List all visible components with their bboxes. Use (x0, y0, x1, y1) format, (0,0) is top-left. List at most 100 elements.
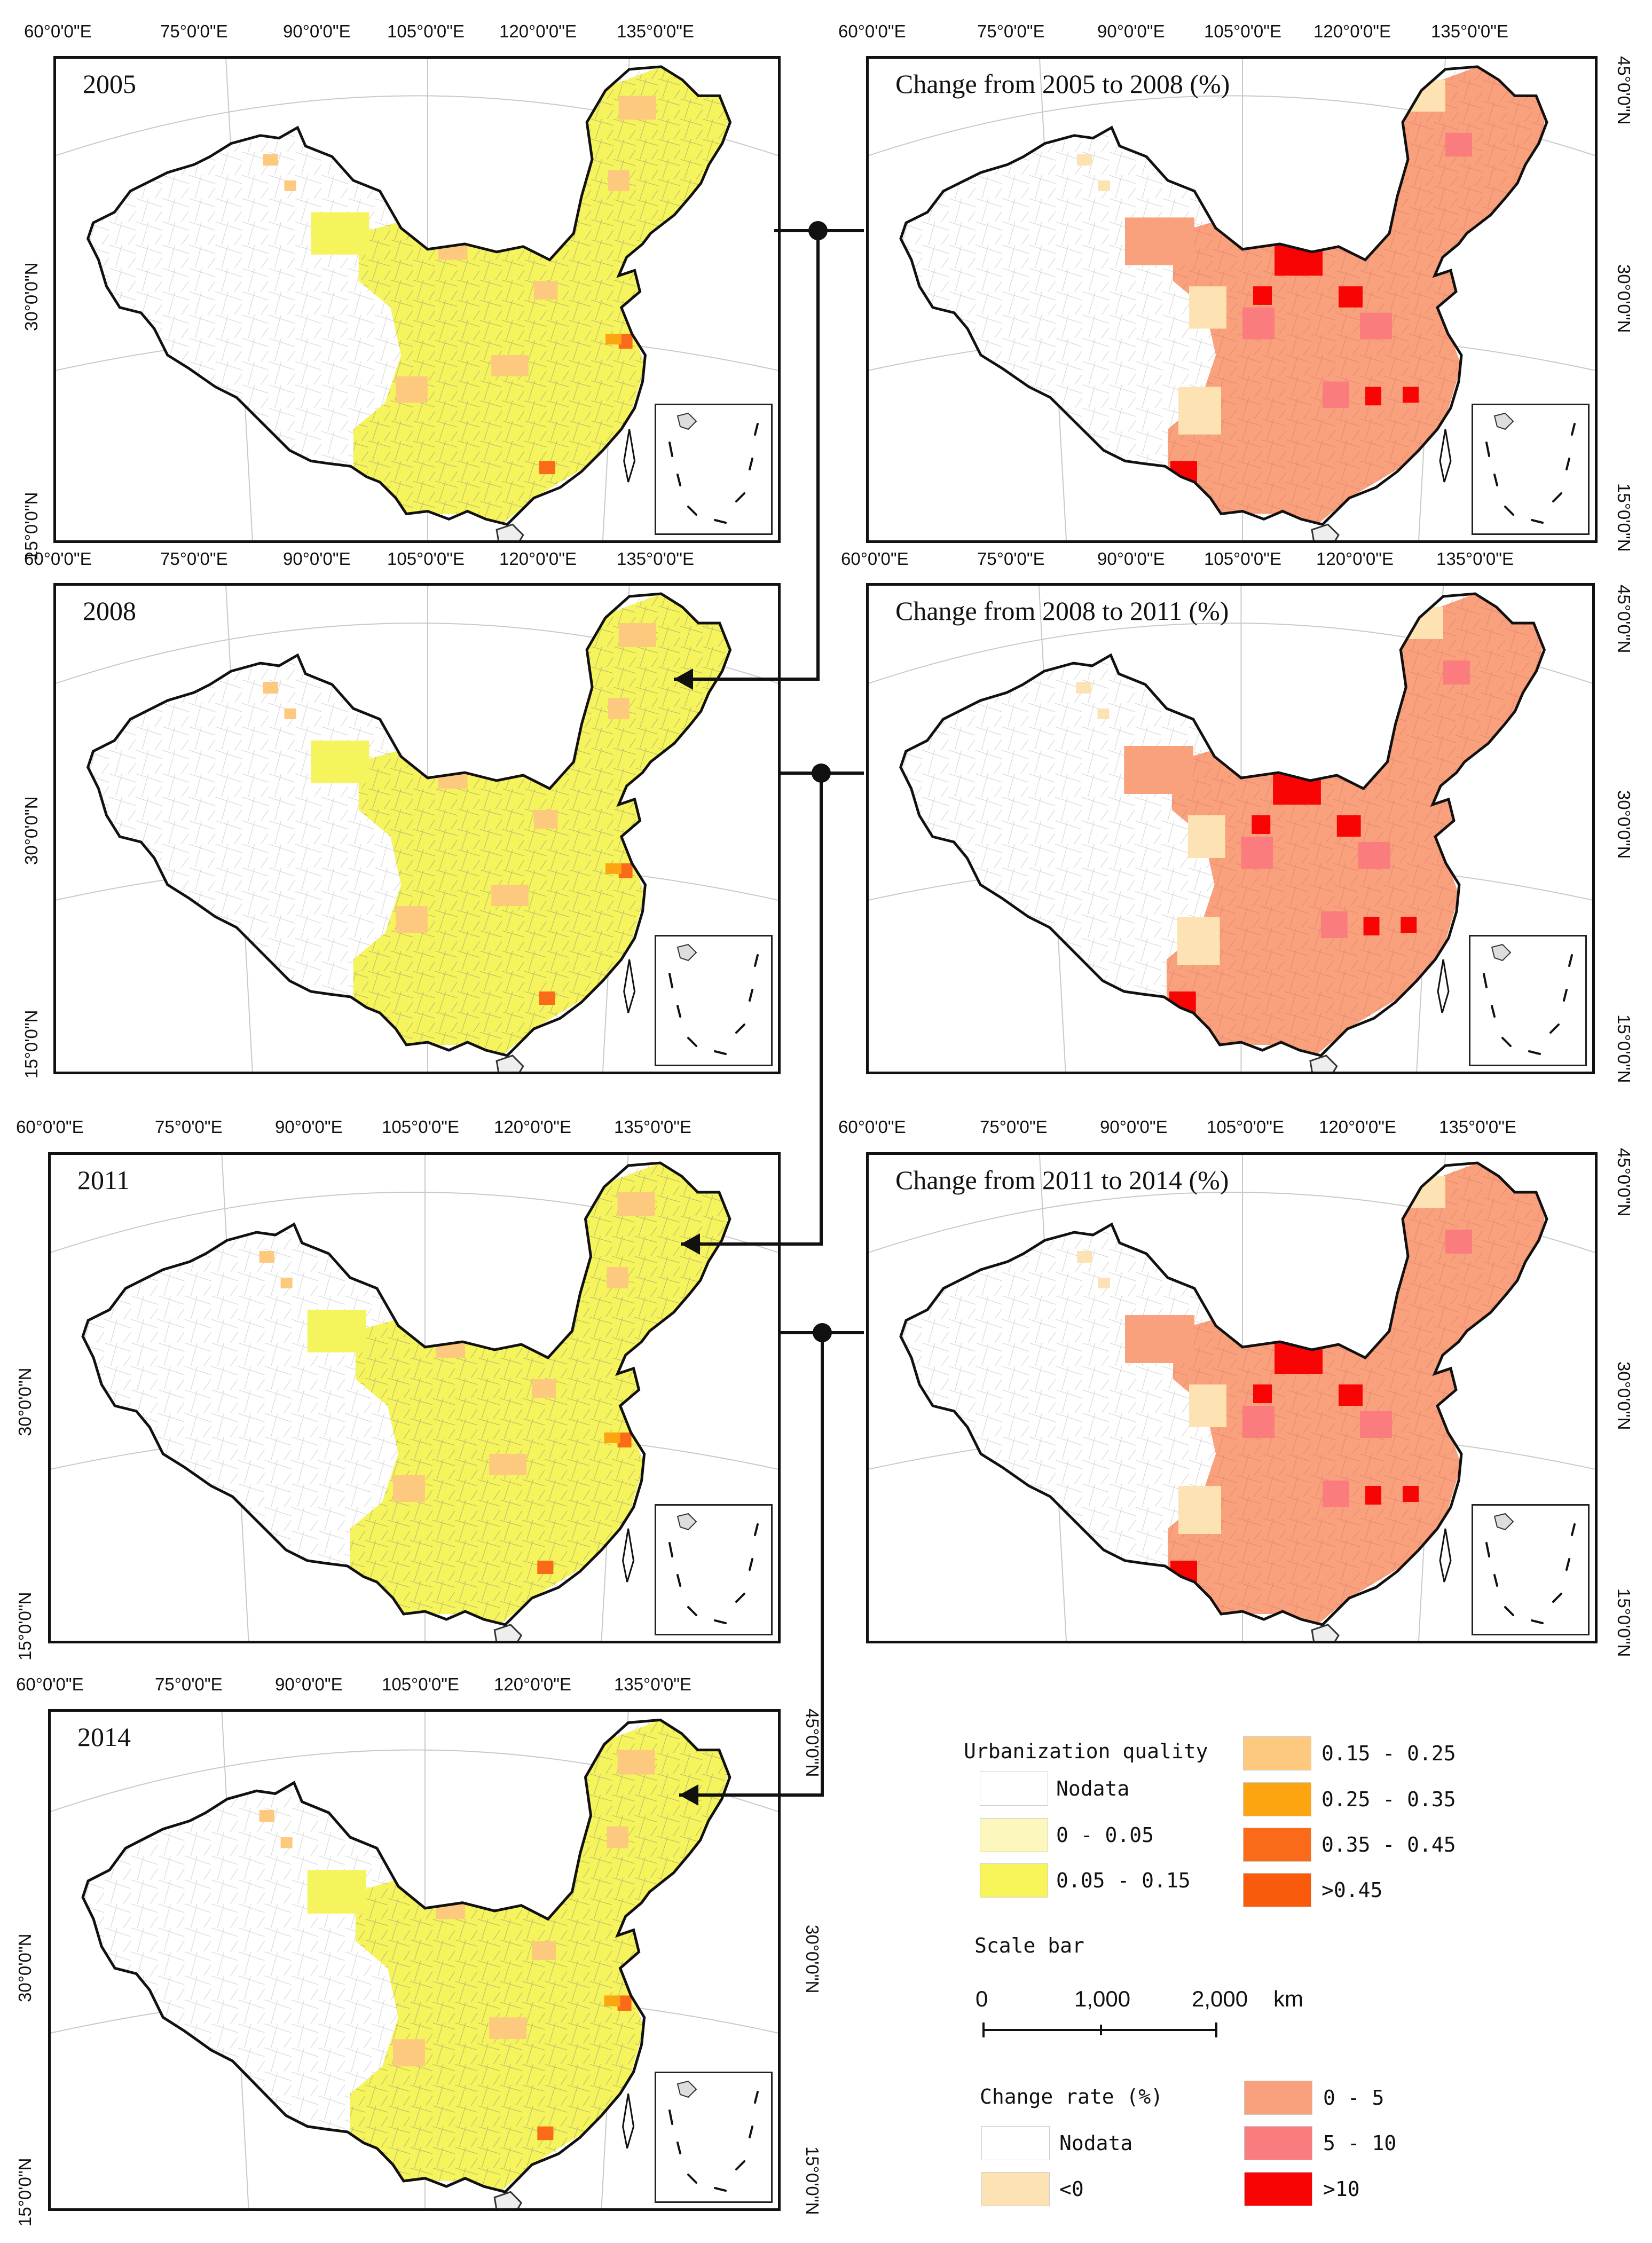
legend-change-label: >10 (1323, 2177, 1360, 2201)
china-map-quality (56, 59, 778, 540)
map-panel-2011: 2011 (48, 1152, 781, 1643)
lon-label-105: 105°0'0"E (382, 1674, 459, 1694)
lon-label-90: 90°0'0"E (1097, 549, 1165, 569)
lon-label-60: 60°0'0"E (838, 21, 906, 41)
lon-label-75: 75°0'0"E (980, 1117, 1048, 1137)
china-map-quality (51, 1712, 778, 2208)
lon-label-60: 60°0'0"E (24, 21, 92, 41)
lon-label-60: 60°0'0"E (16, 1117, 84, 1137)
legend-quality-label: >0.45 (1321, 1878, 1383, 1902)
lat-label-30: 30°0'0"N (1614, 790, 1634, 859)
lat-label-45: 45°0'0"N (1614, 1148, 1634, 1217)
lat-label-15: 15°0'0"N (21, 492, 41, 561)
lat-label-30: 30°0'0"N (21, 262, 41, 331)
scale-bar-tick-0: 0 (976, 1986, 988, 2011)
lon-label-105: 105°0'0"E (382, 1117, 459, 1137)
map-title-2005: 2005 (83, 69, 136, 99)
legend-quality-label: 0.35 - 0.45 (1321, 1833, 1456, 1856)
lon-label-75: 75°0'0"E (155, 1117, 223, 1137)
lon-label-120: 120°0'0"E (1313, 21, 1391, 41)
lon-label-90: 90°0'0"E (283, 549, 351, 569)
map-panel-2005: 2005 (53, 56, 781, 543)
lon-label-60: 60°0'0"E (24, 549, 92, 569)
lon-label-90: 90°0'0"E (275, 1117, 343, 1137)
lat-label-15: 15°0'0"N (21, 1010, 41, 1079)
south-china-sea-inset (655, 2072, 773, 2203)
map-panel-2014: 2014 (48, 1709, 781, 2211)
scale-bar (982, 2022, 1217, 2037)
lon-label-135: 135°0'0"E (614, 1674, 691, 1694)
legend-quality-label: 0.25 - 0.35 (1321, 1788, 1456, 1811)
map-title-change-2005-2008: Change from 2005 to 2008 (%) (895, 69, 1230, 99)
lon-label-75: 75°0'0"E (160, 549, 228, 569)
lon-label-90: 90°0'0"E (275, 1674, 343, 1694)
legend-quality-swatch (1243, 1736, 1311, 1770)
lon-label-135: 135°0'0"E (1436, 549, 1514, 569)
legend-quality-swatch (1243, 1782, 1311, 1816)
scale-bar-title: Scale bar (974, 1934, 1084, 1957)
lon-label-75: 75°0'0"E (977, 21, 1045, 41)
map-title-2014: 2014 (77, 1722, 131, 1752)
south-china-sea-inset (1472, 404, 1590, 535)
scale-bar-tick-2000: 2,000 (1192, 1986, 1248, 2011)
lon-label-60: 60°0'0"E (838, 1117, 906, 1137)
south-china-sea-inset (655, 1504, 773, 1635)
lon-label-90: 90°0'0"E (283, 21, 351, 41)
lat-label-30: 30°0'0"N (1614, 264, 1634, 333)
south-china-sea-inset (655, 935, 773, 1066)
legend-quality-swatch (1243, 1873, 1311, 1907)
map-panel-change-2011-2014: Change from 2011 to 2014 (%) (866, 1152, 1598, 1643)
lon-label-105: 105°0'0"E (387, 21, 465, 41)
south-china-sea-inset (1472, 1504, 1590, 1635)
scale-bar-unit: km (1273, 1986, 1303, 2011)
lon-label-105: 105°0'0"E (1204, 21, 1281, 41)
legend-quality-swatch (980, 1863, 1048, 1898)
legend-change-swatch (1244, 2081, 1312, 2115)
lon-label-75: 75°0'0"E (160, 21, 228, 41)
map-title-2008: 2008 (83, 596, 136, 626)
lat-label-15: 15°0'0"N (1614, 1588, 1634, 1657)
china-map-quality (51, 1155, 778, 1641)
legend-quality-swatch (980, 1772, 1048, 1806)
legend-quality-label: 0.05 - 0.15 (1056, 1869, 1191, 1892)
lon-label-75: 75°0'0"E (155, 1674, 223, 1694)
lon-label-60: 60°0'0"E (16, 1674, 84, 1694)
legend-change-label: 5 - 10 (1323, 2131, 1397, 2155)
map-title-change-2011-2014: Change from 2011 to 2014 (%) (895, 1165, 1229, 1195)
legend-quality-label: Nodata (1056, 1777, 1130, 1800)
south-china-sea-inset (1469, 935, 1587, 1066)
lon-label-135: 135°0'0"E (614, 1117, 691, 1137)
map-title-2011: 2011 (77, 1165, 130, 1195)
lon-label-60: 60°0'0"E (841, 549, 909, 569)
lon-label-120: 120°0'0"E (499, 549, 577, 569)
legend-change-swatch (981, 2172, 1050, 2206)
lon-label-120: 120°0'0"E (494, 1117, 571, 1137)
lon-label-105: 105°0'0"E (387, 549, 465, 569)
legend-change-label: Nodata (1059, 2131, 1133, 2155)
lon-label-120: 120°0'0"E (1319, 1117, 1396, 1137)
lat-label-15: 15°0'0"N (803, 2146, 822, 2215)
map-panel-2008: 2008 (53, 583, 781, 1074)
china-map-change (869, 586, 1592, 1072)
legend-change-label: <0 (1059, 2177, 1084, 2201)
lat-label-30: 30°0'0"N (15, 1367, 35, 1436)
legend-quality-swatch (1243, 1828, 1311, 1862)
lat-label-30: 30°0'0"N (803, 1925, 822, 1994)
lat-label-30: 30°0'0"N (1614, 1361, 1634, 1430)
lon-label-120: 120°0'0"E (1316, 549, 1394, 569)
lat-label-15: 15°0'0"N (1614, 483, 1634, 552)
lon-label-135: 135°0'0"E (617, 21, 694, 41)
lat-label-15: 15°0'0"N (1614, 1014, 1634, 1083)
lon-label-120: 120°0'0"E (499, 21, 577, 41)
lon-label-90: 90°0'0"E (1100, 1117, 1168, 1137)
legend-quality-swatch (980, 1818, 1048, 1852)
china-map-change (869, 1155, 1595, 1641)
china-map-quality (56, 586, 778, 1072)
lon-label-105: 105°0'0"E (1204, 549, 1281, 569)
lat-label-45: 45°0'0"N (1614, 585, 1634, 654)
lat-label-30: 30°0'0"N (15, 1933, 35, 2002)
lat-label-15: 15°0'0"N (15, 2158, 35, 2226)
lon-label-105: 105°0'0"E (1207, 1117, 1284, 1137)
map-panel-change-2008-2011: Change from 2008 to 2011 (%) (866, 583, 1595, 1074)
legend-quality-label: 0.15 - 0.25 (1321, 1742, 1456, 1765)
